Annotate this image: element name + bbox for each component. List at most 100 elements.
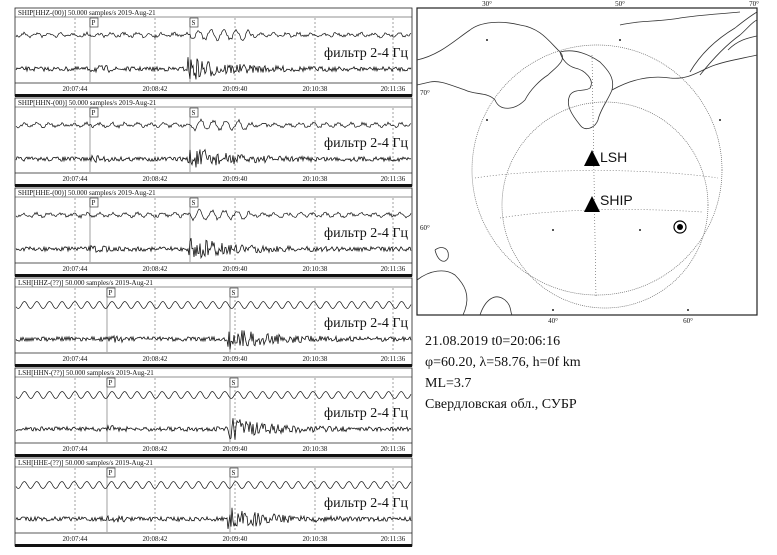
graticule-dots bbox=[486, 39, 721, 311]
time-label: 20:08:42 bbox=[143, 85, 168, 93]
time-label: 20:07:44 bbox=[63, 175, 88, 183]
time-label: 20:11:36 bbox=[381, 535, 406, 543]
phase-label: S bbox=[192, 109, 196, 117]
raw-trace bbox=[15, 301, 412, 309]
time-label: 20:08:42 bbox=[143, 535, 168, 543]
lon-label: 30° bbox=[482, 0, 492, 8]
time-label: 20:08:42 bbox=[143, 265, 168, 273]
time-label: 20:10:38 bbox=[303, 535, 328, 543]
phase-box bbox=[189, 17, 199, 28]
phase-label: P bbox=[92, 19, 96, 27]
phase-label: P bbox=[109, 469, 113, 477]
phase-box bbox=[229, 287, 239, 298]
lon-label: 70° bbox=[749, 0, 759, 8]
phase-box bbox=[106, 467, 116, 478]
phase-box bbox=[189, 197, 199, 208]
phase-label: S bbox=[192, 19, 196, 27]
phase-box bbox=[89, 17, 99, 28]
filtered-trace bbox=[15, 57, 412, 80]
seismograms: SHIP[HHZ-(00)] 50.000 samples/s 2019-Aug… bbox=[14, 7, 413, 547]
info-line: Свердловская обл., СУБР bbox=[425, 397, 577, 412]
lon-label: 50° bbox=[615, 0, 625, 8]
time-label: 20:09:40 bbox=[223, 265, 248, 273]
filtered-trace bbox=[15, 507, 412, 529]
panel-separator bbox=[15, 364, 412, 367]
raw-trace bbox=[15, 208, 412, 222]
panel-separator bbox=[15, 94, 412, 97]
time-label: 20:10:38 bbox=[303, 265, 328, 273]
filter-label: фильтр 2-4 Гц bbox=[324, 226, 408, 241]
phase-box bbox=[229, 467, 239, 478]
station-ship bbox=[584, 196, 600, 212]
channel-header: LSH[HHE-(??)] 50.000 samples/s 2019-Aug-… bbox=[18, 459, 153, 467]
filter-label: фильтр 2-4 Гц bbox=[324, 136, 408, 151]
channel-header: SHIP[HHE-(00)] 50.000 samples/s 2019-Aug… bbox=[18, 189, 156, 197]
time-label: 20:08:42 bbox=[143, 445, 168, 453]
phase-label: P bbox=[109, 289, 113, 297]
panel-separator bbox=[15, 274, 412, 277]
time-label: 20:09:40 bbox=[223, 85, 248, 93]
filtered-trace bbox=[15, 418, 412, 440]
info-line: 21.08.2019 t0=20:06:16 bbox=[425, 334, 560, 349]
raw-trace bbox=[15, 28, 412, 42]
panel-separator bbox=[15, 454, 412, 457]
lat-label: 60° bbox=[420, 224, 430, 232]
filter-label: фильтр 2-4 Гц bbox=[324, 316, 408, 331]
filtered-trace bbox=[15, 237, 412, 260]
epicenter bbox=[673, 220, 687, 234]
raw-trace bbox=[15, 391, 412, 399]
raw-trace bbox=[15, 118, 412, 132]
channel-header: LSH[HHZ-(??)] 50.000 samples/s 2019-Aug-… bbox=[18, 279, 153, 287]
time-label: 20:07:44 bbox=[63, 85, 88, 93]
info-line: ML=3.7 bbox=[425, 376, 471, 391]
info-line: φ=60.20, λ=58.76, h=0f km bbox=[425, 355, 581, 370]
station-lsh bbox=[584, 150, 600, 166]
channel-header: LSH[HHN-(??)] 50.000 samples/s 2019-Aug-… bbox=[18, 369, 154, 377]
time-label: 20:08:42 bbox=[143, 175, 168, 183]
time-label: 20:11:36 bbox=[381, 355, 406, 363]
map: LSH SHIP 30° 50° 70° 40° 60° 70° 60° bbox=[416, 0, 759, 325]
time-label: 20:11:36 bbox=[381, 265, 406, 273]
time-label: 20:11:36 bbox=[381, 175, 406, 183]
graticule bbox=[474, 54, 719, 299]
time-label: 20:10:38 bbox=[303, 175, 328, 183]
lat-label: 70° bbox=[420, 89, 430, 97]
raw-trace bbox=[15, 481, 412, 489]
time-label: 20:07:44 bbox=[63, 535, 88, 543]
channel-header: SHIP[HHN-(00)] 50.000 samples/s 2019-Aug… bbox=[18, 99, 157, 107]
filter-label: фильтр 2-4 Гц bbox=[324, 496, 408, 511]
phase-box bbox=[89, 197, 99, 208]
coastline bbox=[416, 11, 758, 316]
time-label: 20:11:36 bbox=[381, 85, 406, 93]
filter-label: фильтр 2-4 Гц bbox=[324, 46, 408, 61]
station-label: LSH bbox=[600, 149, 627, 165]
phase-label: S bbox=[232, 289, 236, 297]
panel-separator bbox=[15, 544, 412, 547]
event-info: 21.08.2019 t0=20:06:16 φ=60.20, λ=58.76,… bbox=[425, 334, 581, 412]
time-label: 20:09:40 bbox=[223, 355, 248, 363]
time-label: 20:09:40 bbox=[223, 175, 248, 183]
time-label: 20:07:44 bbox=[63, 355, 88, 363]
phase-label: S bbox=[232, 469, 236, 477]
phase-box bbox=[106, 287, 116, 298]
time-label: 20:10:38 bbox=[303, 355, 328, 363]
phase-box bbox=[229, 377, 239, 388]
phase-label: P bbox=[92, 199, 96, 207]
phase-box bbox=[189, 107, 199, 118]
filtered-trace bbox=[15, 148, 412, 168]
filter-label: фильтр 2-4 Гц bbox=[324, 406, 408, 421]
time-label: 20:07:44 bbox=[63, 265, 88, 273]
time-label: 20:10:38 bbox=[303, 85, 328, 93]
lon-label: 40° bbox=[548, 317, 558, 325]
station-label: SHIP bbox=[600, 192, 633, 208]
phase-box bbox=[89, 107, 99, 118]
distance-circles bbox=[471, 44, 723, 309]
time-label: 20:07:44 bbox=[63, 445, 88, 453]
phase-label: P bbox=[92, 109, 96, 117]
lon-label: 60° bbox=[683, 317, 693, 325]
filtered-trace bbox=[15, 330, 412, 350]
phase-label: P bbox=[109, 379, 113, 387]
phase-label: S bbox=[192, 199, 196, 207]
channel-header: SHIP[HHZ-(00)] 50.000 samples/s 2019-Aug… bbox=[18, 9, 156, 17]
